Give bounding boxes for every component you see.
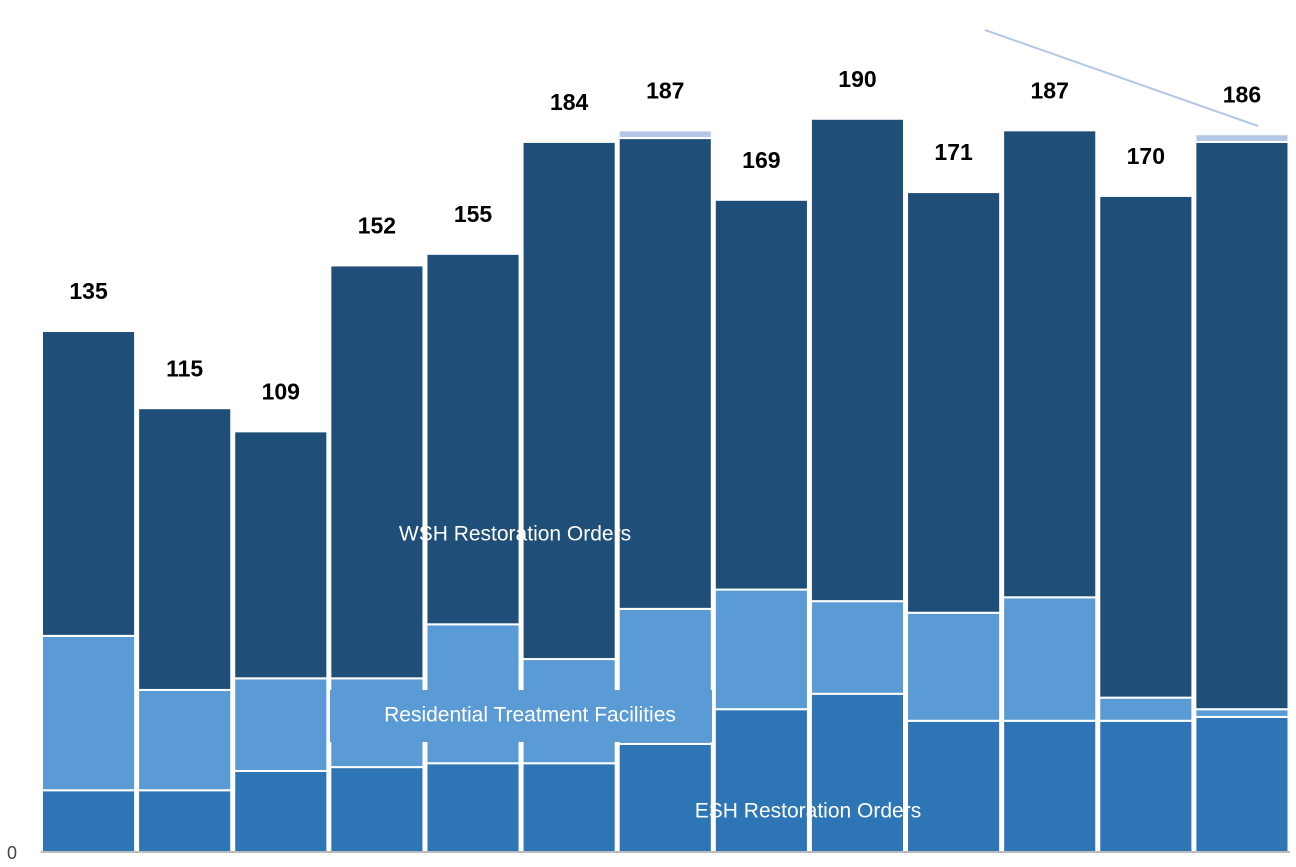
total-label: 115 xyxy=(166,355,203,381)
bar-segment xyxy=(809,692,906,854)
bar-segment xyxy=(41,634,137,792)
bar-segment xyxy=(425,252,521,626)
bar-segment xyxy=(906,191,1002,614)
bar-segment xyxy=(1098,719,1194,853)
bar-segment xyxy=(713,198,809,591)
bar-segment xyxy=(425,762,521,853)
bar-segment xyxy=(617,137,713,610)
series-label: WSH Restoration Orders xyxy=(399,523,631,546)
bar-segment xyxy=(233,769,329,854)
bar-segment xyxy=(41,330,137,637)
total-label: 187 xyxy=(646,77,684,103)
total-label: 155 xyxy=(454,201,493,227)
bar-segment xyxy=(713,708,809,853)
total-label: 152 xyxy=(358,212,396,238)
bar-segment xyxy=(521,762,617,853)
bar-segment xyxy=(137,789,233,853)
bar-segment xyxy=(41,789,137,853)
bar-segment xyxy=(809,117,906,603)
bar-segment xyxy=(329,766,425,853)
bar-segment xyxy=(617,129,713,140)
bar-segment xyxy=(713,588,809,711)
bar-segment xyxy=(906,719,1002,853)
bar-segment xyxy=(617,742,713,853)
total-label: 169 xyxy=(742,147,780,173)
label-background xyxy=(330,690,712,742)
bar-segment xyxy=(1194,715,1290,853)
bar-segment xyxy=(906,611,1002,722)
bar-segment xyxy=(521,140,617,661)
bar-segment xyxy=(1002,596,1098,722)
series-label: Residential Treatment Facilities xyxy=(384,704,676,727)
bar-segment xyxy=(1194,140,1290,711)
y-tick-label: 0 xyxy=(7,843,17,863)
total-label: 170 xyxy=(1127,143,1165,169)
total-label: 187 xyxy=(1031,77,1069,103)
series-label: OCRP xyxy=(915,16,976,39)
total-label: 190 xyxy=(838,66,876,92)
total-label: 186 xyxy=(1223,81,1261,107)
bar-segment xyxy=(1098,696,1194,722)
total-label: 171 xyxy=(934,139,973,165)
bar-segment xyxy=(1194,133,1290,143)
total-label: 184 xyxy=(550,89,589,115)
bar-segment xyxy=(137,688,233,792)
total-label: 135 xyxy=(69,278,108,304)
bar-segment xyxy=(1002,129,1098,599)
bar-segment xyxy=(137,407,233,691)
bar-segment xyxy=(233,430,329,680)
bar-segment xyxy=(1002,719,1098,853)
bar-segment xyxy=(1194,708,1290,718)
bar-segment xyxy=(233,677,329,772)
total-label: 109 xyxy=(262,378,300,404)
leader-line xyxy=(984,29,1259,127)
bars xyxy=(41,117,1290,854)
series-label: ESH Restoration Orders xyxy=(695,800,921,823)
bar-segment xyxy=(809,600,906,695)
bar-segment xyxy=(1098,194,1194,699)
bar-segment xyxy=(329,264,425,680)
